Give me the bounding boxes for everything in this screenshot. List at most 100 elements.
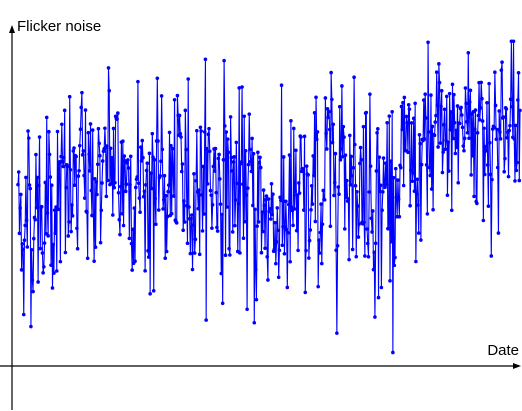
data-point xyxy=(88,122,93,126)
data-point xyxy=(306,173,310,177)
data-point xyxy=(310,202,315,206)
data-point xyxy=(141,194,146,199)
data-point xyxy=(294,148,298,153)
data-point xyxy=(136,181,141,186)
data-point xyxy=(392,263,397,268)
data-point xyxy=(183,108,188,113)
data-point xyxy=(431,207,435,212)
data-point xyxy=(368,92,372,96)
data-point xyxy=(334,248,338,252)
data-point xyxy=(162,173,167,178)
data-point xyxy=(389,239,394,244)
data-point xyxy=(327,127,332,132)
data-point xyxy=(489,254,494,258)
data-point xyxy=(495,127,499,132)
data-point xyxy=(335,243,340,248)
data-point xyxy=(248,147,252,152)
data-point xyxy=(24,175,28,180)
data-point xyxy=(47,129,51,134)
data-point xyxy=(349,154,354,159)
data-point xyxy=(90,128,95,132)
data-point xyxy=(492,125,496,130)
data-point xyxy=(77,168,81,173)
data-point xyxy=(409,121,414,125)
data-point xyxy=(287,153,292,157)
data-point xyxy=(129,241,134,246)
data-point xyxy=(150,131,155,136)
data-point xyxy=(280,243,285,248)
data-point xyxy=(436,145,440,149)
data-point xyxy=(297,181,301,185)
data-point xyxy=(222,58,226,63)
data-point xyxy=(353,183,358,188)
data-point xyxy=(77,143,82,148)
data-point xyxy=(351,165,356,170)
data-point xyxy=(18,206,22,210)
data-point xyxy=(40,251,45,255)
data-point xyxy=(307,238,312,243)
data-point xyxy=(399,104,404,109)
data-point xyxy=(330,140,335,145)
data-point xyxy=(236,202,241,206)
data-point xyxy=(52,208,57,212)
data-point xyxy=(141,155,145,160)
data-point xyxy=(106,66,111,70)
data-point xyxy=(451,136,456,141)
data-point xyxy=(370,230,374,234)
data-point xyxy=(133,259,137,264)
data-point xyxy=(207,149,212,154)
data-point xyxy=(243,148,248,153)
data-point xyxy=(219,271,224,276)
data-point xyxy=(57,160,62,164)
data-point xyxy=(409,168,413,173)
data-point xyxy=(276,228,280,233)
data-point xyxy=(80,90,84,95)
data-point xyxy=(337,104,342,109)
data-point xyxy=(210,203,215,207)
data-point xyxy=(26,136,31,140)
data-point xyxy=(251,203,255,208)
data-point xyxy=(342,135,346,139)
data-point xyxy=(513,179,517,183)
data-point xyxy=(210,226,214,230)
data-point xyxy=(286,231,290,235)
data-point xyxy=(37,135,42,139)
data-point xyxy=(445,193,450,198)
data-point xyxy=(288,259,292,264)
data-point xyxy=(355,189,359,194)
data-point xyxy=(472,194,476,199)
data-point xyxy=(277,248,282,253)
data-point xyxy=(441,150,445,154)
data-point xyxy=(133,185,138,190)
data-point xyxy=(34,152,38,157)
data-point xyxy=(49,263,53,267)
data-point xyxy=(111,213,115,217)
data-point xyxy=(388,279,392,283)
data-point xyxy=(207,126,211,131)
data-point xyxy=(309,183,314,188)
data-point xyxy=(318,230,323,235)
data-point xyxy=(164,193,168,198)
data-point xyxy=(323,96,328,100)
data-point xyxy=(485,163,490,167)
data-point xyxy=(319,202,323,206)
data-point xyxy=(74,154,78,159)
data-point xyxy=(444,94,449,99)
data-point xyxy=(473,108,478,112)
data-point xyxy=(333,151,338,156)
data-point xyxy=(227,246,231,251)
data-point xyxy=(481,218,486,223)
data-point xyxy=(125,161,129,165)
data-point xyxy=(127,236,132,241)
data-point xyxy=(348,183,353,187)
data-point xyxy=(383,185,387,190)
data-point xyxy=(36,280,40,284)
data-point xyxy=(418,141,422,146)
data-point xyxy=(411,171,415,175)
data-point xyxy=(224,130,229,134)
data-point xyxy=(331,122,336,127)
data-point xyxy=(490,177,494,182)
data-point xyxy=(315,130,320,134)
data-point xyxy=(434,113,438,118)
data-point xyxy=(42,241,47,245)
